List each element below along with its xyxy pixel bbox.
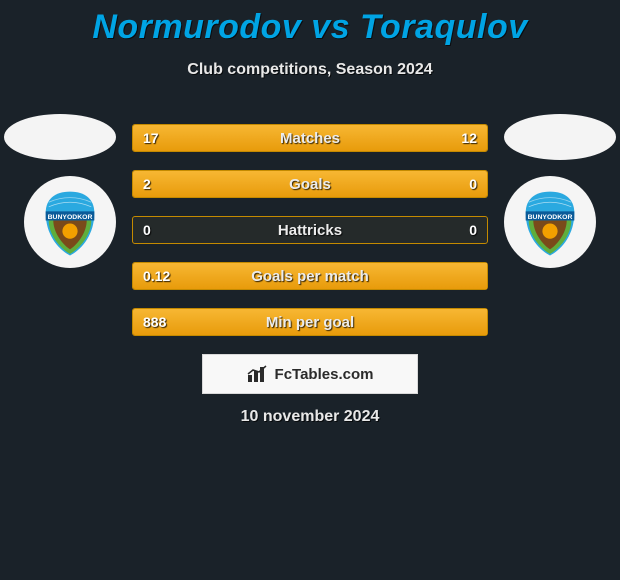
bar-label: Matches — [133, 130, 487, 147]
bar-row: 0.12Goals per match — [132, 262, 488, 290]
chart-icon — [247, 365, 269, 383]
player-avatar-right — [504, 114, 616, 160]
crest-icon: BUNYODKOR — [32, 184, 108, 260]
bar-value-right: 0 — [469, 176, 477, 192]
team-crest-right: BUNYODKOR — [504, 176, 596, 268]
subtitle: Club competitions, Season 2024 — [0, 61, 620, 79]
bar-row: 2Goals0 — [132, 170, 488, 198]
bar-row: 888Min per goal — [132, 308, 488, 336]
bar-row: 0Hattricks0 — [132, 216, 488, 244]
bar-label: Hattricks — [133, 222, 487, 239]
bar-value-right: 12 — [461, 130, 477, 146]
bar-row: 17Matches12 — [132, 124, 488, 152]
content: Normurodov vs Toraqulov Club competition… — [0, 0, 620, 79]
team-crest-left: BUNYODKOR — [24, 176, 116, 268]
bar-label: Goals per match — [133, 268, 487, 285]
bar-value-right: 0 — [469, 222, 477, 238]
bar-label: Goals — [133, 176, 487, 193]
brand-box: FcTables.com — [202, 354, 418, 394]
svg-text:BUNYODKOR: BUNYODKOR — [48, 214, 93, 221]
svg-text:BUNYODKOR: BUNYODKOR — [528, 214, 573, 221]
comparison-bars: 17Matches122Goals00Hattricks00.12Goals p… — [132, 124, 488, 354]
bar-label: Min per goal — [133, 314, 487, 331]
brand-text: FcTables.com — [275, 366, 374, 383]
crest-icon: BUNYODKOR — [512, 184, 588, 260]
date-text: 10 november 2024 — [0, 408, 620, 426]
player-avatar-left — [4, 114, 116, 160]
page-title: Normurodov vs Toraqulov — [0, 0, 620, 47]
